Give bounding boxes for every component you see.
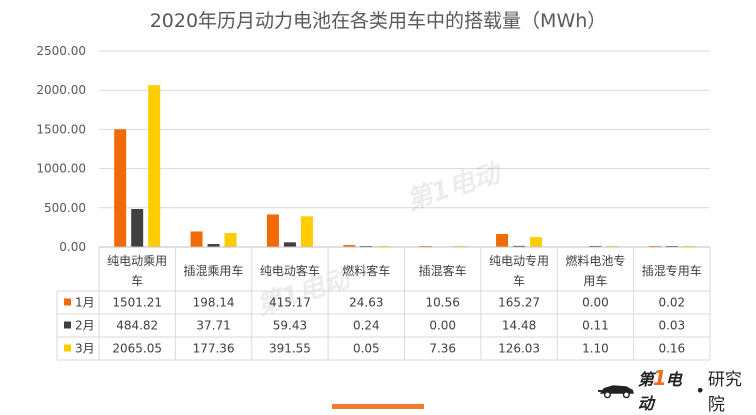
table-cell: 165.27 (498, 296, 540, 310)
bar (496, 234, 509, 247)
legend-swatch (64, 344, 71, 352)
legend-swatch (64, 321, 71, 329)
footer-accent-bar (332, 404, 424, 409)
table-cell: 0.24 (353, 319, 380, 333)
category-label: 燃料客车 (342, 263, 390, 278)
table-cell: 391.55 (269, 342, 311, 356)
y-axis-tick-labels: 2500.00 2000.00 1500.00 1000.00 500.00 0.00 (36, 44, 86, 254)
brand-logo-text: 第1电动 (637, 366, 682, 413)
table-cell: 1.10 (582, 342, 609, 356)
y-tick-label: 0.00 (59, 240, 86, 254)
table-cell: 1501.21 (112, 296, 162, 310)
table-cell: 0.00 (582, 296, 609, 310)
category-label: 车 (513, 273, 525, 288)
table-cell: 126.03 (498, 342, 540, 356)
category-label: 插混专用车 (642, 263, 702, 278)
category-label: 插混乘用车 (184, 263, 244, 278)
bar (114, 129, 127, 247)
bar (131, 208, 144, 247)
bar (207, 244, 220, 247)
table-cell: 24.63 (349, 296, 383, 310)
legend-label: 2月 (75, 319, 95, 333)
table-cell: 59.43 (273, 319, 307, 333)
legend-label: 3月 (75, 342, 95, 356)
table-cell: 0.03 (658, 319, 685, 333)
bar (190, 231, 203, 247)
table-cell: 198.14 (193, 296, 235, 310)
table-cell: 415.17 (269, 296, 311, 310)
category-label: 插混客车 (419, 263, 467, 278)
y-tick-label: 500.00 (44, 201, 86, 215)
bar (530, 237, 543, 247)
y-tick-label: 2000.00 (36, 83, 86, 97)
y-tick-label: 2500.00 (36, 44, 86, 58)
table-cell: 10.56 (426, 296, 460, 310)
bar (224, 233, 237, 247)
brand-suffix: 研究院 (707, 370, 742, 415)
category-label: 燃料电池专 (565, 253, 625, 268)
brand-logo: 第1电动 • 研究院 (598, 366, 756, 415)
table-cell: 0.02 (658, 296, 685, 310)
table-cell: 14.48 (502, 319, 536, 333)
bar (343, 245, 356, 247)
table-cell: 484.82 (116, 319, 158, 333)
table-cell: 0.16 (658, 342, 685, 356)
table-cell: 37.71 (196, 319, 230, 333)
bar (300, 216, 313, 247)
category-label: 纯电动专用 (489, 253, 549, 268)
table-cell: 177.36 (193, 342, 235, 356)
table-cell: 0.00 (429, 319, 456, 333)
car-icon (598, 385, 634, 399)
category-label: 车 (131, 273, 143, 288)
bars (114, 85, 695, 247)
legend-label: 1月 (75, 296, 95, 310)
category-label: 用车 (583, 273, 607, 288)
category-label: 纯电动乘用 (107, 254, 167, 268)
y-tick-label: 1000.00 (36, 162, 86, 176)
brand-separator: • (695, 380, 705, 400)
legend-swatch (64, 298, 71, 306)
y-tick-label: 1500.00 (36, 122, 86, 136)
table-cell: 2065.05 (112, 342, 162, 356)
gridlines (99, 50, 710, 209)
bar (266, 214, 279, 247)
category-label: 纯电动客车 (260, 263, 320, 278)
chart-title: 2020年历月动力电池在各类用车中的搭载量（MWh） (149, 10, 607, 32)
bar (148, 85, 161, 247)
bar (513, 245, 526, 247)
table-cell: 7.36 (429, 342, 456, 356)
table-cell: 0.11 (582, 319, 609, 333)
table-cell: 0.05 (353, 342, 380, 356)
bar (283, 242, 296, 247)
